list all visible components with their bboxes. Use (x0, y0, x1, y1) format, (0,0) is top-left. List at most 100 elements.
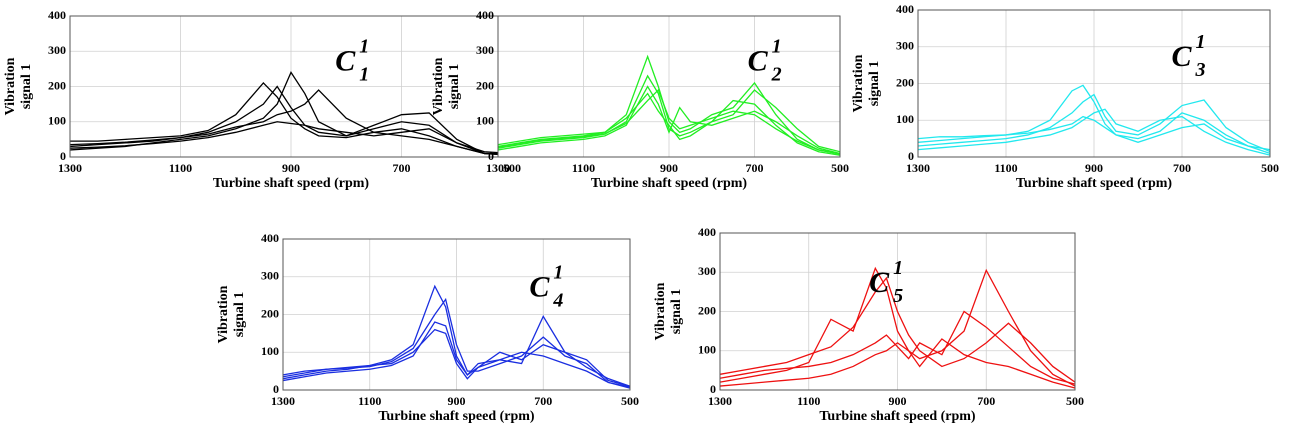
x-axis-label: Turbine shaft speed (rpm) (819, 409, 976, 424)
y-tick-label: 100 (261, 344, 279, 358)
y-axis-label: Vibration (216, 285, 231, 343)
y-axis-label: Vibration (431, 57, 446, 115)
x-tick-label: 1300 (271, 394, 295, 408)
y-tick-label: 300 (698, 264, 716, 278)
data-line (917, 93, 1271, 153)
annotation-superscript: 1 (359, 35, 369, 57)
y-tick-label: 400 (261, 231, 279, 245)
y-tick-label: 0 (273, 382, 279, 396)
y-axis-label: signal 1 (669, 289, 684, 335)
x-tick-label: 1100 (169, 161, 192, 175)
x-tick-label: 1300 (906, 161, 930, 175)
y-axis-label: signal 1 (867, 61, 882, 107)
x-tick-label: 700 (534, 394, 552, 408)
y-tick-label: 100 (896, 112, 914, 126)
x-tick-label: 1300 (708, 394, 732, 408)
annotation-letter: C (1171, 40, 1192, 73)
y-axis-label: Vibration (3, 57, 18, 115)
data-line (69, 89, 512, 155)
data-line (719, 338, 1076, 389)
y-axis-label: Vibration (653, 282, 668, 340)
annotation-subscript: 5 (893, 285, 903, 307)
data-line (69, 121, 513, 155)
x-tick-label: 700 (1173, 161, 1191, 175)
y-axis-label: signal 1 (232, 292, 247, 338)
data-line (917, 115, 1271, 151)
annotation-subscript: 2 (771, 63, 782, 85)
y-tick-label: 100 (698, 343, 716, 357)
x-tick-label: 500 (1066, 394, 1084, 408)
data-line (497, 89, 841, 153)
x-axis-label: Turbine shaft speed (rpm) (591, 176, 748, 191)
data-line (282, 328, 631, 387)
x-tick-label: 1300 (486, 161, 510, 175)
x-tick-label: 700 (746, 161, 764, 175)
y-tick-label: 400 (476, 8, 494, 22)
data-line (69, 71, 513, 156)
y-tick-label: 0 (908, 149, 914, 163)
data-line (497, 88, 841, 155)
data-line (719, 276, 1076, 383)
annotation-superscript: 1 (553, 261, 563, 283)
annotation-letter: C (748, 44, 769, 77)
annotation-letter: C (335, 44, 356, 77)
data-line (917, 108, 1271, 156)
data-line (719, 266, 1076, 387)
y-tick-label: 200 (48, 78, 66, 92)
y-tick-label: 400 (48, 8, 66, 22)
x-tick-label: 500 (621, 394, 639, 408)
x-axis-label: Turbine shaft speed (rpm) (1016, 176, 1173, 191)
x-tick-label: 1100 (797, 394, 820, 408)
data-line (69, 85, 512, 155)
annotation-superscript: 1 (1195, 31, 1205, 53)
x-tick-label: 500 (831, 161, 849, 175)
data-line (497, 74, 841, 156)
x-tick-label: 1100 (358, 394, 381, 408)
data-line (719, 310, 1076, 385)
x-axis-label: Turbine shaft speed (rpm) (378, 409, 535, 424)
annotation-letter: C (869, 266, 890, 299)
x-axis-label: Turbine shaft speed (rpm) (213, 176, 370, 191)
data-line (70, 82, 513, 156)
y-tick-label: 200 (261, 306, 279, 320)
axes-frame (719, 232, 1076, 391)
annotation-letter: C (529, 270, 550, 303)
y-axis-label: Vibration (851, 54, 866, 112)
axes-frame (497, 15, 841, 158)
y-tick-label: 0 (60, 149, 66, 163)
x-tick-label: 900 (889, 394, 907, 408)
annotation-subscript: 1 (359, 63, 369, 85)
y-tick-label: 400 (896, 2, 914, 16)
x-tick-label: 900 (282, 161, 300, 175)
x-tick-label: 900 (660, 161, 678, 175)
x-tick-label: 500 (1261, 161, 1279, 175)
y-tick-label: 0 (488, 149, 494, 163)
data-line (497, 85, 841, 155)
x-tick-label: 1100 (572, 161, 595, 175)
y-tick-label: 300 (896, 39, 914, 53)
y-tick-label: 300 (48, 43, 66, 57)
axes-frame (282, 238, 631, 391)
y-tick-label: 200 (896, 75, 914, 89)
y-tick-label: 100 (476, 114, 494, 128)
annotation-subscript: 3 (1194, 59, 1205, 81)
x-tick-label: 700 (393, 161, 411, 175)
x-tick-label: 900 (448, 394, 466, 408)
x-tick-label: 900 (1085, 161, 1103, 175)
y-axis-label: signal 1 (19, 64, 34, 110)
y-axis-label: signal 1 (447, 64, 462, 110)
y-tick-label: 400 (698, 225, 716, 239)
y-tick-label: 0 (710, 382, 716, 396)
y-tick-label: 300 (476, 43, 494, 57)
axes-frame (917, 9, 1271, 158)
x-tick-label: 1300 (58, 161, 82, 175)
data-line (917, 84, 1271, 154)
annotation-subscript: 4 (552, 289, 563, 311)
x-tick-label: 700 (977, 394, 995, 408)
